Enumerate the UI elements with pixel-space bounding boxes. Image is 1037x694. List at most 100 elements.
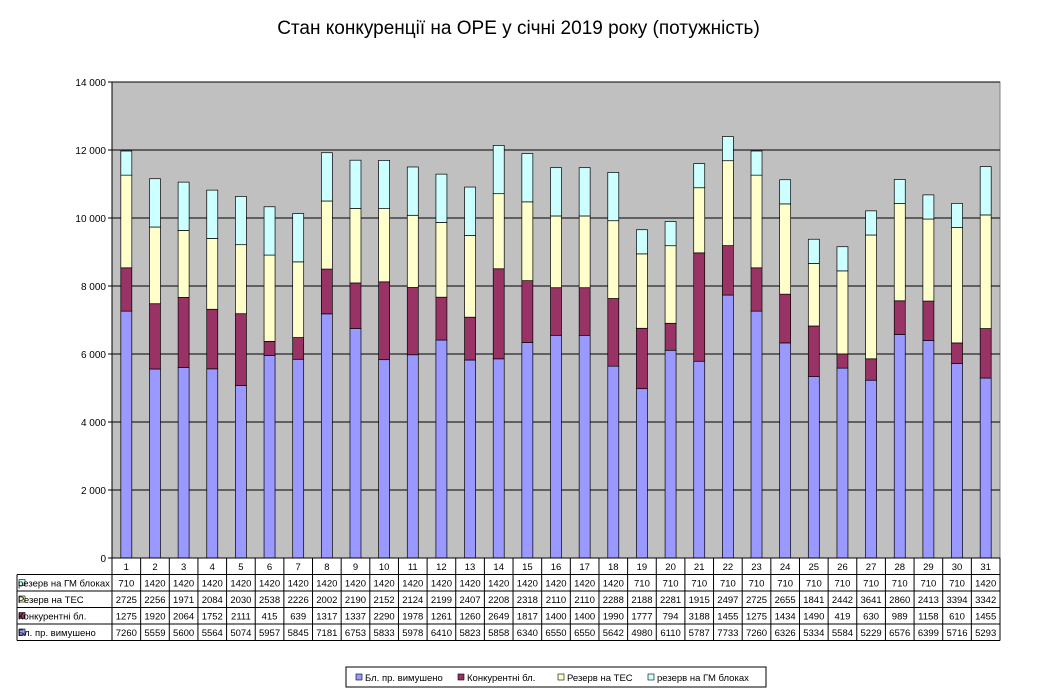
- x-tick-label: 16: [551, 562, 562, 573]
- table-cell: 1158: [918, 612, 938, 623]
- bar-segment: [636, 229, 648, 255]
- table-cell: 1420: [517, 579, 538, 590]
- table-cell: 5833: [374, 628, 395, 639]
- x-tick-label: 18: [608, 562, 619, 573]
- bar-segment: [578, 334, 591, 559]
- table-cell: 2407: [459, 595, 480, 606]
- bar-segment: [120, 174, 133, 269]
- bar-segment: [349, 282, 362, 329]
- table-cell: 2538: [259, 595, 280, 606]
- table-cell: 1915: [689, 595, 710, 606]
- table-cell: 1420: [144, 579, 165, 590]
- table-cell: 5564: [202, 628, 223, 639]
- bar-segment: [292, 358, 305, 559]
- bar-segment: [320, 200, 333, 270]
- x-tick-label: 26: [837, 562, 848, 573]
- table-cell: 1420: [488, 579, 509, 590]
- table-row-label: Резерв на ТЕС: [18, 595, 84, 606]
- legend-box: [345, 666, 767, 688]
- legend-label: Резерв на ТЕС: [567, 673, 633, 684]
- x-tick-label: 3: [181, 562, 186, 573]
- bar-segment: [865, 210, 877, 236]
- bar-segment: [550, 167, 562, 217]
- chart-title: Стан конкуренції на ОРЕ у січні 2019 рок…: [277, 18, 760, 39]
- table-cell: 2318: [517, 595, 538, 606]
- bar-segment: [120, 150, 133, 176]
- table-cell: 5229: [861, 628, 882, 639]
- bar-segment: [235, 196, 247, 246]
- x-tick-label: 11: [408, 562, 418, 573]
- bar-segment: [922, 194, 935, 220]
- table-cell: 1420: [230, 579, 251, 590]
- y-tick-label: 6 000: [81, 350, 106, 361]
- table-row-label: Конкурентні бл.: [18, 612, 86, 623]
- table-cell: 5559: [144, 628, 165, 639]
- table-cell: 710: [835, 579, 851, 590]
- x-tick-label: 27: [866, 562, 877, 573]
- x-tick-label: 5: [238, 562, 243, 573]
- bar-segment: [177, 297, 190, 368]
- bar-segment: [464, 316, 476, 361]
- x-tick-label: 12: [436, 562, 447, 573]
- bar-segment: [550, 334, 562, 559]
- bar-segment: [578, 215, 591, 289]
- table-cell: 2199: [431, 595, 452, 606]
- bar-segment: [435, 222, 448, 298]
- x-tick-label: 2: [152, 562, 157, 573]
- bar-segment: [464, 186, 476, 236]
- x-tick-label: 24: [780, 562, 791, 573]
- bar-segment: [120, 267, 133, 312]
- bar-segment: [206, 368, 219, 559]
- y-tick-label: 8 000: [81, 282, 106, 293]
- x-tick-label: 15: [522, 562, 533, 573]
- x-tick-label: 8: [324, 562, 329, 573]
- table-cell: 1920: [144, 612, 165, 623]
- bar-segment: [636, 253, 648, 329]
- bar-segment: [779, 203, 792, 295]
- table-cell: 2725: [116, 595, 137, 606]
- table-cell: 1260: [459, 612, 480, 623]
- table-cell: 5074: [230, 628, 251, 639]
- table-cell: 7260: [116, 628, 137, 639]
- bar-segment: [492, 268, 505, 360]
- bar-segment: [865, 379, 877, 559]
- bar-segment: [521, 280, 534, 343]
- bar-segment: [320, 152, 333, 202]
- table-cell: 2152: [374, 595, 395, 606]
- bar-segment: [750, 174, 763, 269]
- table-cell: 3188: [689, 612, 710, 623]
- x-tick-label: 6: [267, 562, 272, 573]
- table-cell: 2002: [316, 595, 337, 606]
- bar-segment: [235, 244, 247, 315]
- bar-segment: [979, 214, 992, 329]
- bar-segment: [636, 388, 648, 559]
- bar-segment: [722, 245, 734, 296]
- x-tick-label: 4: [210, 562, 215, 573]
- bar-segment: [521, 342, 534, 559]
- table-cell: 2190: [345, 595, 366, 606]
- table-cell: 5858: [488, 628, 509, 639]
- table-cell: 989: [892, 612, 908, 623]
- x-tick-label: 21: [694, 562, 705, 573]
- bar-segment: [951, 203, 963, 228]
- bar-segment: [893, 300, 906, 335]
- table-cell: 710: [806, 579, 822, 590]
- bar-segment: [807, 238, 820, 264]
- bar-segment: [893, 203, 906, 302]
- x-tick-label: 10: [379, 562, 390, 573]
- table-cell: 630: [863, 612, 879, 623]
- bar-segment: [206, 189, 219, 239]
- table-cell: 6399: [918, 628, 939, 639]
- table-cell: 1275: [116, 612, 137, 623]
- bar-segment: [836, 270, 849, 355]
- table-cell: 2124: [402, 595, 423, 606]
- y-tick-label: 12 000: [75, 146, 106, 157]
- table-cell: 2111: [231, 612, 251, 623]
- table-cell: 415: [262, 612, 278, 623]
- bar-segment: [664, 322, 677, 351]
- legend-swatch: [457, 673, 465, 681]
- bar-segment: [922, 340, 935, 559]
- table-cell: 710: [663, 579, 679, 590]
- y-tick-label: 14 000: [75, 78, 106, 89]
- bar-segment: [893, 179, 906, 204]
